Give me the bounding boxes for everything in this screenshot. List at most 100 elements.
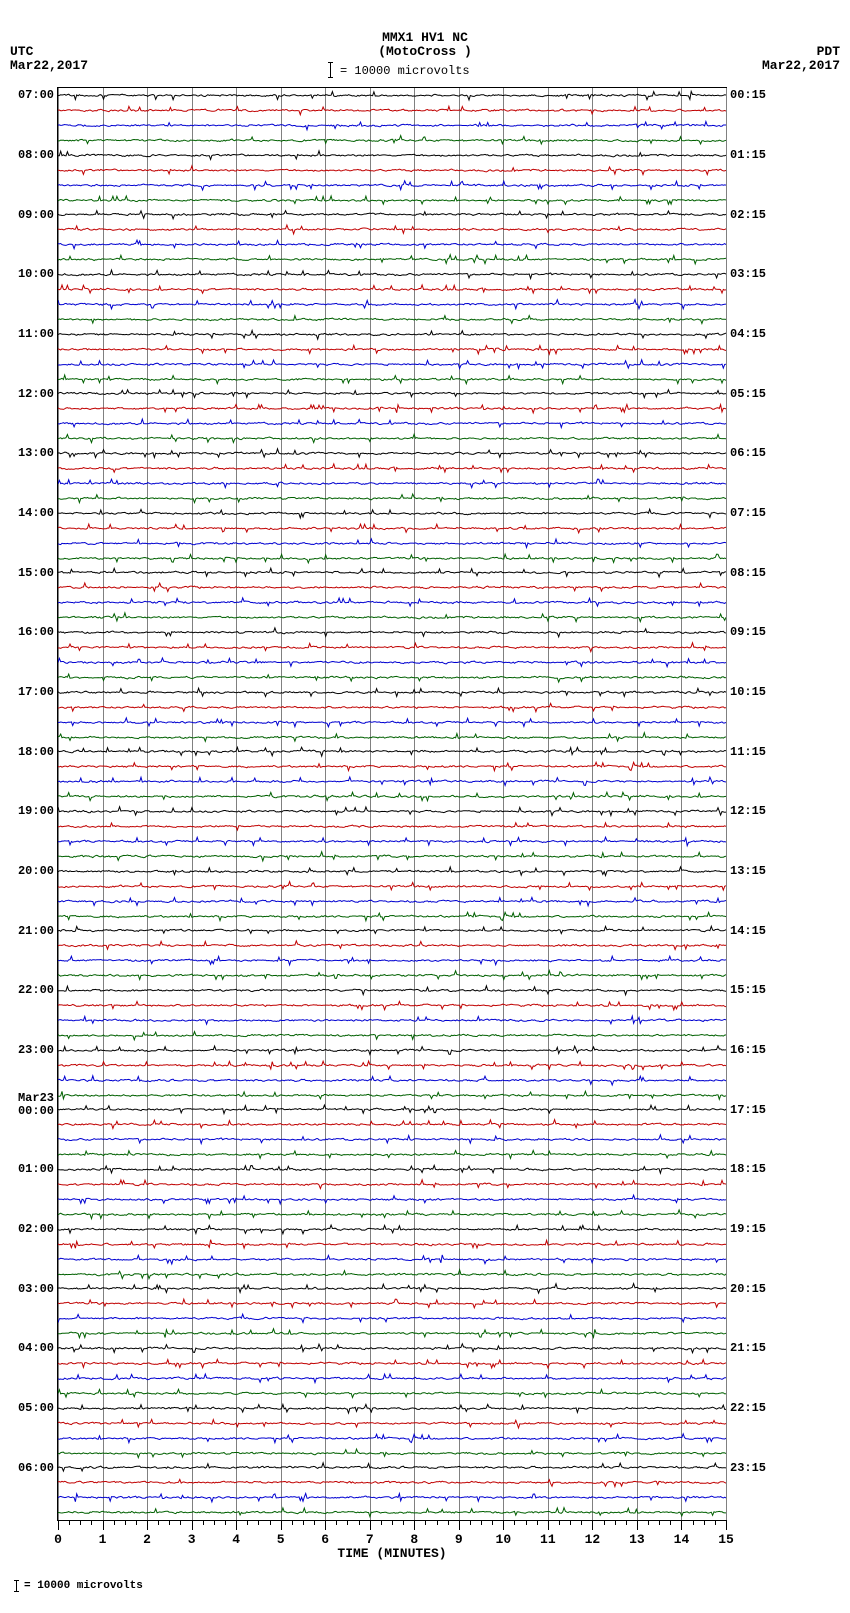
seismic-trace [58, 1371, 726, 1416]
gridline-vertical [58, 88, 59, 1520]
seismic-trace [58, 864, 726, 909]
x-tick [459, 1520, 460, 1530]
gridline-vertical [548, 88, 549, 1520]
seismic-trace [58, 342, 726, 387]
seismic-trace [58, 804, 726, 849]
footer-scale-bar-icon [16, 1580, 17, 1592]
x-tick-label: 2 [143, 1532, 151, 1547]
seismic-trace [58, 819, 726, 864]
seismic-trace [58, 1087, 726, 1132]
seismic-trace [58, 386, 726, 431]
x-tick-label: 14 [674, 1532, 690, 1547]
seismic-trace [58, 1431, 726, 1476]
gridline-vertical [459, 88, 460, 1520]
seismic-trace [58, 729, 726, 774]
seismic-trace [58, 1162, 726, 1207]
x-minor-tick [203, 1520, 204, 1525]
utc-time-label: 08:00 [18, 148, 54, 162]
x-tick-label: 7 [366, 1532, 374, 1547]
x-minor-tick [125, 1520, 126, 1525]
seismic-trace [58, 715, 726, 760]
seismic-trace [58, 1460, 726, 1505]
utc-time-label: 02:00 [18, 1222, 54, 1236]
x-minor-tick [303, 1520, 304, 1525]
seismic-trace [58, 103, 726, 148]
seismic-trace [58, 1252, 726, 1297]
seismic-trace [58, 267, 726, 312]
pdt-time-label: 02:15 [730, 208, 766, 222]
pdt-time-label: 07:15 [730, 506, 766, 520]
seismic-trace [58, 1326, 726, 1371]
seismic-trace [58, 1117, 726, 1162]
seismic-trace [58, 207, 726, 252]
seismic-trace [58, 536, 726, 581]
utc-time-label: 20:00 [18, 864, 54, 878]
helicorder-figure: MMX1 HV1 NC (MotoCross ) UTC Mar22,2017 … [0, 0, 850, 1613]
x-tick-label: 4 [232, 1532, 240, 1547]
seismic-trace [58, 252, 726, 297]
seismic-trace [58, 849, 726, 894]
seismic-trace [58, 998, 726, 1043]
x-tick [637, 1520, 638, 1530]
x-minor-tick [347, 1520, 348, 1525]
seismic-trace [58, 700, 726, 745]
seismic-trace [58, 1445, 726, 1490]
x-tick [281, 1520, 282, 1530]
utc-time-label: 12:00 [18, 387, 54, 401]
pdt-time-label: 19:15 [730, 1222, 766, 1236]
seismic-trace [58, 327, 726, 372]
pdt-time-label: 15:15 [730, 983, 766, 997]
seismic-trace [58, 371, 726, 416]
seismic-trace [58, 446, 726, 491]
seismic-trace [58, 1237, 726, 1282]
seismic-trace [58, 1490, 726, 1535]
x-minor-tick [359, 1520, 360, 1525]
x-minor-tick [258, 1520, 259, 1525]
seismic-trace [58, 461, 726, 506]
x-minor-tick [648, 1520, 649, 1525]
x-tick [414, 1520, 415, 1530]
x-minor-tick [559, 1520, 560, 1525]
seismic-trace [58, 1386, 726, 1431]
utc-time-label: 07:00 [18, 88, 54, 102]
x-minor-tick [292, 1520, 293, 1525]
seismic-trace [58, 148, 726, 193]
seismic-trace [58, 834, 726, 879]
seismic-trace [58, 1416, 726, 1461]
utc-time-label: 06:00 [18, 1461, 54, 1475]
x-tick [548, 1520, 549, 1530]
gridline-vertical [236, 88, 237, 1520]
x-minor-tick [392, 1520, 393, 1525]
utc-time-label: 03:00 [18, 1282, 54, 1296]
utc-time-label: 05:00 [18, 1401, 54, 1415]
seismic-trace [58, 88, 726, 133]
x-minor-tick [225, 1520, 226, 1525]
utc-time-label: 23:00 [18, 1043, 54, 1057]
seismic-trace [58, 1102, 726, 1147]
seismic-trace [58, 685, 726, 730]
x-minor-tick [336, 1520, 337, 1525]
seismic-trace [58, 178, 726, 223]
pdt-time-label: 05:15 [730, 387, 766, 401]
seismic-trace [58, 983, 726, 1028]
seismic-trace [58, 1058, 726, 1103]
gridline-vertical [325, 88, 326, 1520]
seismic-trace [58, 1222, 726, 1267]
x-tick [325, 1520, 326, 1530]
seismic-trace [58, 938, 726, 983]
x-minor-tick [581, 1520, 582, 1525]
x-tick [147, 1520, 148, 1530]
pdt-time-label: 00:15 [730, 88, 766, 102]
x-minor-tick [136, 1520, 137, 1525]
x-tick [726, 1520, 727, 1530]
seismic-trace [58, 610, 726, 655]
utc-time-label: 09:00 [18, 208, 54, 222]
x-minor-tick [180, 1520, 181, 1525]
x-minor-tick [403, 1520, 404, 1525]
seismic-trace [58, 774, 726, 819]
x-minor-tick [670, 1520, 671, 1525]
helicorder-plot [58, 88, 726, 1520]
seismic-trace [58, 625, 726, 670]
x-tick-label: 12 [585, 1532, 601, 1547]
x-tick [236, 1520, 237, 1530]
